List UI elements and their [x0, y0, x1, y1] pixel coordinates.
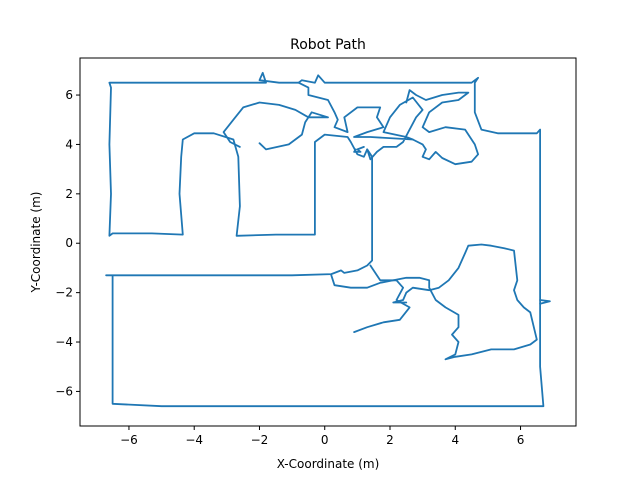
plot-lines: [105, 71, 551, 408]
x-axis: −6 −4 −2 0 2 4 6: [120, 426, 524, 447]
y-tick-label: −2: [55, 286, 73, 300]
y-tick-label: 6: [65, 88, 73, 102]
x-tick-label: −2: [251, 433, 269, 447]
x-tick-label: 0: [321, 433, 329, 447]
y-tick-label: 0: [65, 236, 73, 250]
y-axis: −6 −4 −2 0 2 4 6: [55, 88, 80, 398]
y-axis-label: Y-Coordinate (m): [29, 192, 43, 294]
x-tick-label: 4: [451, 433, 459, 447]
x-tick-label: −4: [185, 433, 203, 447]
path-segment-2: [222, 101, 329, 151]
x-axis-label: X-Coordinate (m): [277, 457, 380, 471]
path-segment-5: [405, 89, 479, 166]
chart-title: Robot Path: [290, 37, 366, 53]
path-segment-6: [353, 264, 411, 333]
x-tick-label: 6: [517, 433, 525, 447]
x-tick-label: −6: [120, 433, 138, 447]
path-segment-1: [105, 71, 545, 408]
x-tick-label: 2: [386, 433, 394, 447]
y-tick-label: −4: [55, 335, 73, 349]
path-segment-3: [297, 81, 424, 161]
path-segment-7: [330, 243, 538, 361]
path-segment-8: [539, 299, 551, 305]
y-tick-label: 2: [65, 187, 73, 201]
path-segment-4: [353, 146, 365, 153]
axes-frame: [79, 57, 577, 427]
y-tick-label: 4: [65, 137, 73, 151]
y-tick-label: −6: [55, 384, 73, 398]
